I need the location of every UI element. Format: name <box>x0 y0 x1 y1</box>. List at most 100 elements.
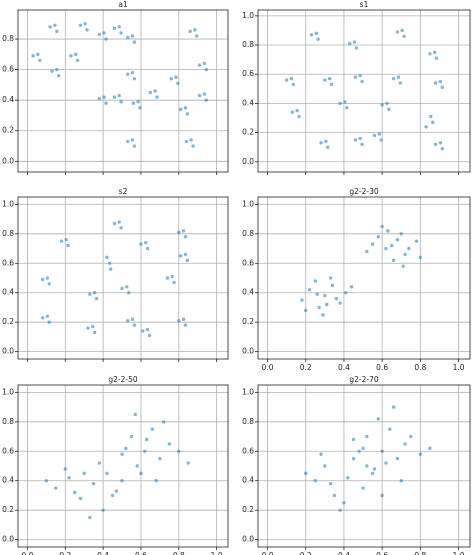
y-tick-label: 0.2 <box>242 505 254 514</box>
x-tick-label: 0.2 <box>300 551 312 555</box>
point <box>380 224 384 229</box>
point <box>304 471 308 476</box>
subplot-title: s1 <box>360 0 369 9</box>
point <box>418 255 423 260</box>
y-tick-label: 0.8 <box>2 34 14 43</box>
point <box>69 54 73 58</box>
point <box>167 442 172 446</box>
point <box>50 69 54 73</box>
point <box>388 427 392 431</box>
point <box>361 446 365 451</box>
point <box>45 314 50 318</box>
point <box>431 120 435 125</box>
point <box>183 235 188 239</box>
y-tick-label: 0.8 <box>2 229 14 238</box>
point <box>353 138 358 142</box>
y-tick-label: 0.6 <box>242 258 254 267</box>
point <box>126 139 130 144</box>
point <box>36 52 40 57</box>
y-tick-label: 0.4 <box>2 288 14 297</box>
point <box>399 232 403 236</box>
axes-frame <box>257 384 471 548</box>
point <box>197 93 202 98</box>
point <box>315 292 319 296</box>
point <box>414 239 419 243</box>
point <box>326 145 330 149</box>
point <box>132 144 137 148</box>
y-tick-label: 0.4 <box>242 98 254 107</box>
point <box>172 280 176 285</box>
point <box>347 41 352 46</box>
y-tick-label: 0.2 <box>2 126 14 135</box>
point <box>319 141 323 145</box>
point <box>346 476 350 480</box>
point <box>376 235 381 239</box>
y-tick-label: 1.0 <box>2 387 14 396</box>
point <box>334 296 339 301</box>
point <box>429 114 433 119</box>
point <box>191 144 195 148</box>
subplot-title: g2-2-70 <box>349 375 378 384</box>
point <box>53 23 57 27</box>
point <box>82 471 86 476</box>
point <box>126 72 130 76</box>
point <box>144 437 149 442</box>
point <box>284 78 289 82</box>
subplot-title: s2 <box>119 187 128 196</box>
point <box>104 101 108 105</box>
y-tick-label: 0.0 <box>2 156 14 165</box>
point <box>370 242 375 246</box>
point <box>126 291 131 295</box>
point <box>323 293 327 298</box>
point <box>78 23 83 27</box>
point <box>202 61 207 66</box>
point <box>309 33 314 37</box>
point <box>105 471 109 476</box>
y-tick-label: 0.4 <box>242 476 254 485</box>
point <box>433 81 438 85</box>
point <box>202 92 207 96</box>
point <box>104 37 108 41</box>
point <box>440 85 445 90</box>
point <box>154 479 158 483</box>
point <box>352 40 357 44</box>
point <box>316 37 320 41</box>
point <box>385 101 389 106</box>
point <box>365 434 369 439</box>
point <box>380 449 384 453</box>
point <box>124 446 128 451</box>
x-tick-label: 1.0 <box>453 551 465 555</box>
point <box>327 76 332 81</box>
point <box>396 75 401 79</box>
point <box>170 274 174 279</box>
point <box>291 82 296 87</box>
x-tick-label: 0.8 <box>173 551 185 555</box>
y-tick-label: 1.0 <box>242 199 254 208</box>
point <box>139 242 143 246</box>
point <box>409 434 413 439</box>
point <box>67 476 71 480</box>
point <box>328 481 333 486</box>
point <box>91 481 96 486</box>
y-tick-label: 0.6 <box>2 65 14 74</box>
point <box>177 449 181 453</box>
point <box>358 136 362 141</box>
point <box>177 319 181 323</box>
point <box>428 446 432 451</box>
point <box>317 305 321 310</box>
point <box>297 114 301 119</box>
point <box>365 464 369 468</box>
point <box>186 461 190 465</box>
x-tick-label: 0.6 <box>376 551 388 555</box>
point <box>357 449 361 453</box>
point <box>185 258 190 263</box>
y-tick-label: 1.0 <box>242 11 254 20</box>
point <box>91 324 95 329</box>
point <box>338 508 342 512</box>
point <box>438 141 443 145</box>
point <box>343 100 347 104</box>
point <box>401 264 405 268</box>
point <box>59 239 64 243</box>
point <box>360 79 364 84</box>
